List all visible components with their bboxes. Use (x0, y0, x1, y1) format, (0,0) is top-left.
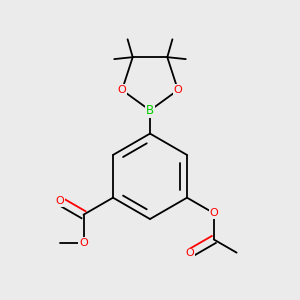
Text: O: O (55, 196, 64, 206)
Text: O: O (209, 208, 218, 218)
Text: B: B (146, 104, 154, 117)
Text: O: O (118, 85, 126, 95)
Text: O: O (185, 248, 194, 258)
Text: O: O (79, 238, 88, 248)
Text: O: O (174, 85, 182, 95)
